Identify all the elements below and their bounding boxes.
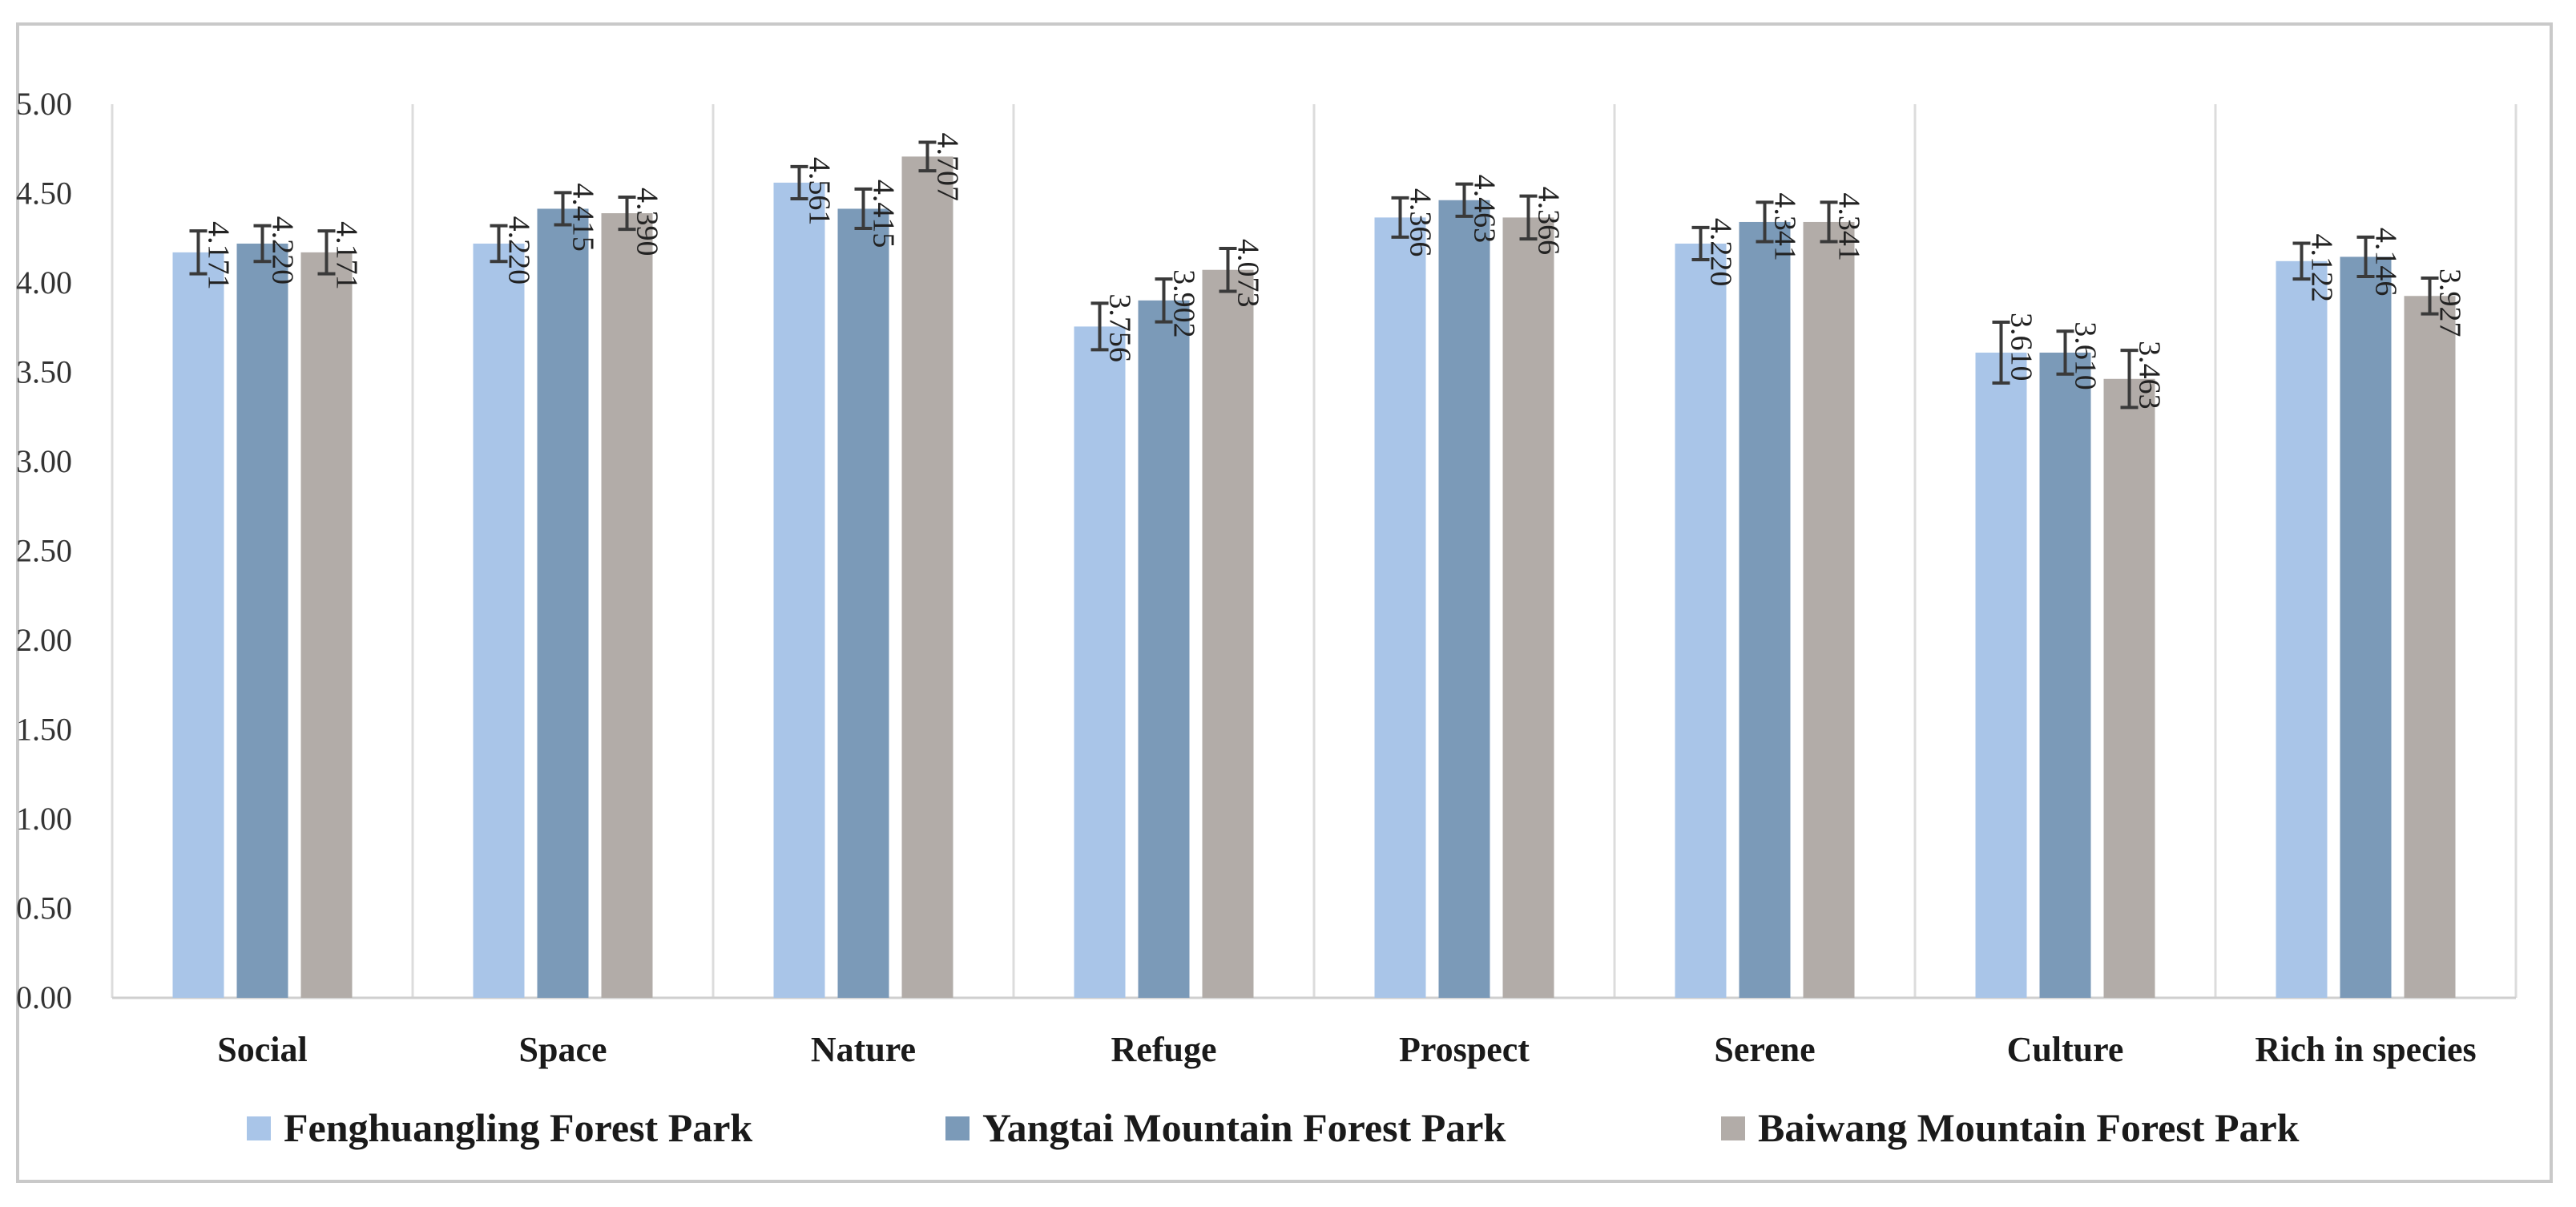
y-tick-label: 3.00 — [16, 443, 72, 479]
bar — [837, 208, 889, 999]
data-label: 4.341 — [1768, 192, 1802, 261]
bar — [1739, 221, 1791, 998]
bar — [773, 182, 825, 999]
x-axis: Social Space Nature Refuge Prospect Serene Cul… — [217, 1030, 2476, 1069]
legend: Fenghuangling Forest Park Yangtai Mountai… — [247, 1105, 2300, 1150]
bar — [2039, 352, 2091, 999]
bar — [473, 243, 525, 998]
y-tick-label: 5.00 — [16, 86, 72, 122]
data-label: 4.220 — [502, 216, 536, 285]
bar — [601, 213, 653, 998]
data-label: 3.902 — [1167, 269, 1201, 338]
bar — [2103, 378, 2155, 999]
bar — [300, 252, 353, 998]
y-tick-label: 1.00 — [16, 801, 72, 837]
bar — [2404, 296, 2456, 998]
error-bars — [189, 140, 2439, 410]
y-tick-label: 0.00 — [16, 979, 72, 1015]
y-tick-label: 1.50 — [16, 712, 72, 748]
x-tick-label: Social — [217, 1030, 307, 1069]
grid-lines — [111, 104, 2518, 999]
data-label: 3.463 — [2133, 341, 2167, 410]
bar — [1074, 326, 1126, 998]
data-label: 4.366 — [1532, 187, 1566, 256]
data-label: 4.390 — [631, 188, 664, 256]
data-label: 4.146 — [2369, 228, 2403, 297]
data-label: 4.220 — [1704, 218, 1738, 287]
data-label: 4.073 — [1232, 239, 1265, 308]
legend-swatch — [247, 1116, 271, 1140]
data-label: 4.415 — [867, 180, 901, 248]
x-tick-label: Refuge — [1111, 1030, 1217, 1069]
data-label: 4.220 — [266, 216, 300, 285]
data-labels: 4.171 4.220 4.171 4.220 4.415 4.390 4.561 4.415… — [202, 132, 2467, 409]
data-label: 4.561 — [803, 157, 836, 226]
data-label: 3.927 — [2433, 268, 2467, 337]
data-label: 4.366 — [1404, 188, 1437, 256]
bar — [1438, 200, 1490, 999]
bar — [1675, 243, 1727, 998]
legend-label: Yangtai Mountain Forest Park — [982, 1105, 1506, 1150]
data-label: 4.463 — [1468, 175, 1502, 244]
data-label: 3.610 — [2069, 321, 2102, 390]
legend-label: Baiwang Mountain Forest Park — [1758, 1105, 2300, 1150]
y-tick-label: 3.50 — [16, 354, 72, 390]
bar — [1138, 300, 1190, 998]
data-label: 4.341 — [1832, 192, 1866, 261]
bar — [2276, 260, 2328, 998]
data-label: 4.415 — [566, 183, 600, 252]
legend-swatch — [1721, 1116, 1745, 1140]
y-tick-label: 4.50 — [16, 176, 72, 212]
y-axis: 0.00 0.50 1.00 1.50 2.00 2.50 3.00 3.50 4.00 4.50… — [16, 86, 72, 1015]
x-tick-label: Culture — [2007, 1030, 2124, 1069]
bar — [236, 243, 288, 998]
legend-label: Fenghuangling Forest Park — [284, 1105, 752, 1150]
bar — [172, 252, 224, 998]
y-tick-label: 2.00 — [16, 622, 72, 658]
bar — [1502, 217, 1554, 999]
y-tick-label: 2.50 — [16, 533, 72, 569]
x-tick-label: Serene — [1714, 1030, 1815, 1069]
y-tick-label: 4.00 — [16, 264, 72, 301]
bar — [1975, 352, 2027, 999]
x-tick-label: Rich in species — [2255, 1030, 2476, 1069]
bar — [1202, 269, 1254, 998]
bar — [1374, 217, 1426, 999]
data-label: 4.171 — [202, 221, 236, 290]
x-tick-label: Prospect — [1399, 1030, 1530, 1069]
bar — [1803, 221, 1855, 998]
data-label: 4.707 — [931, 132, 965, 201]
bars — [172, 156, 2456, 999]
data-label: 3.610 — [2005, 313, 2038, 381]
data-label: 3.756 — [1103, 293, 1137, 362]
y-tick-label: 0.50 — [16, 890, 72, 926]
legend-swatch — [945, 1116, 970, 1140]
data-label: 4.122 — [2305, 233, 2339, 302]
x-tick-label: Space — [519, 1030, 607, 1069]
bar — [901, 156, 953, 999]
x-tick-label: Nature — [811, 1030, 916, 1069]
bar — [2340, 256, 2392, 998]
bar — [537, 208, 589, 999]
data-label: 4.171 — [330, 221, 364, 290]
